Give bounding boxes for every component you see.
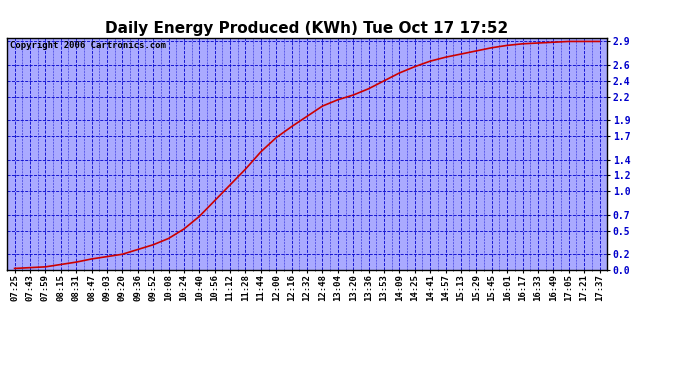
Text: Copyright 2006 Cartronics.com: Copyright 2006 Cartronics.com xyxy=(10,41,166,50)
Title: Daily Energy Produced (KWh) Tue Oct 17 17:52: Daily Energy Produced (KWh) Tue Oct 17 1… xyxy=(106,21,509,36)
